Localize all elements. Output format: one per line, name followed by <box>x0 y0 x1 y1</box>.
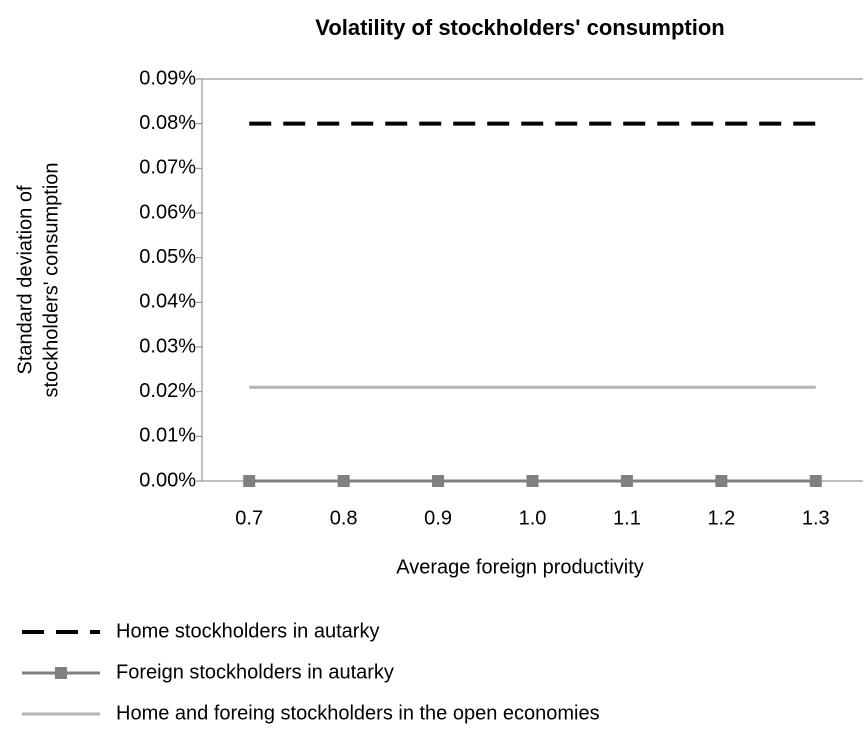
x-tick-label: 0.7 <box>235 507 263 529</box>
x-tick-label: 0.8 <box>330 507 358 529</box>
series-marker <box>526 475 539 487</box>
y-axis-label: stockholders' consumption <box>40 162 62 397</box>
y-tick-label: 0.03% <box>139 335 196 357</box>
y-tick-label: 0.02% <box>139 380 196 402</box>
legend-label: Home and foreing stockholders in the ope… <box>116 702 600 724</box>
series-marker <box>337 475 350 487</box>
x-tick-label: 1.0 <box>519 507 547 529</box>
y-tick-label: 0.09% <box>139 67 196 89</box>
legend-label: Foreign stockholders in autarky <box>116 661 394 683</box>
y-tick-label: 0.06% <box>139 201 196 223</box>
y-tick-label: 0.05% <box>139 246 196 268</box>
y-tick-label: 0.08% <box>139 112 196 134</box>
x-tick-label: 0.9 <box>424 507 452 529</box>
x-axis-label: Average foreign productivity <box>396 556 644 578</box>
legend-marker <box>55 667 67 679</box>
series-marker <box>243 475 256 487</box>
series-marker <box>620 475 633 487</box>
x-tick-label: 1.2 <box>707 507 735 529</box>
series-marker <box>809 475 822 487</box>
y-tick-label: 0.04% <box>139 291 196 313</box>
y-tick-label: 0.00% <box>139 469 196 491</box>
y-tick-label: 0.07% <box>139 157 196 179</box>
series-marker <box>432 475 445 487</box>
x-tick-label: 1.1 <box>613 507 641 529</box>
chart-title: Volatility of stockholders' consumption <box>315 15 724 40</box>
legend-label: Home stockholders in autarky <box>116 620 379 642</box>
x-tick-label: 1.3 <box>802 507 830 529</box>
y-axis-label: Standard deviation of <box>14 185 36 374</box>
series-marker <box>715 475 728 487</box>
y-tick-label: 0.01% <box>139 425 196 447</box>
